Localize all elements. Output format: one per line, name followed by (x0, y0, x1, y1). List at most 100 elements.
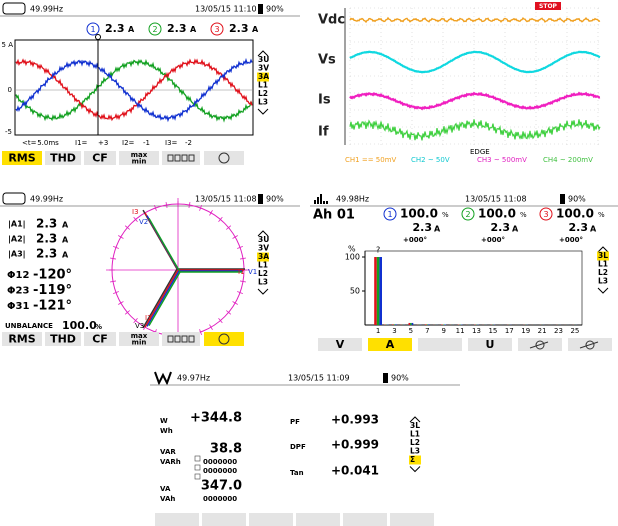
unbalance-unit: % (95, 323, 102, 331)
current-label: |A2| (8, 235, 26, 244)
tab-label: min (132, 158, 147, 166)
harmonic-bar (409, 323, 411, 325)
channel-phase: +000° (559, 236, 583, 244)
row-label: VARh (160, 458, 181, 466)
row-label: VA (160, 485, 171, 493)
channel-unit: A (512, 225, 519, 234)
channel-value: 2.3 (569, 221, 589, 234)
harmonic-bar (441, 324, 443, 325)
tab[interactable] (155, 513, 199, 526)
background (0, 0, 618, 526)
factor-label: PF (290, 418, 300, 426)
side-menu-item: L3 (258, 98, 268, 107)
y-tick-label: 100 (345, 253, 360, 262)
channel-percent: 100.0 (556, 207, 594, 221)
harmonic-bar (412, 323, 414, 325)
phase-value: -120° (33, 268, 72, 283)
row-value: 38.8 (210, 442, 242, 457)
trace-label: Is (318, 93, 331, 108)
harmonic-bar (425, 324, 427, 325)
channel-phase: +000° (481, 236, 505, 244)
current-label: |A1| (8, 220, 26, 229)
vector-label: V2 (139, 218, 148, 226)
factor-value: +0.993 (331, 413, 379, 427)
current-unit: A (62, 251, 69, 260)
channel-setting: CH2 ~ 50V (411, 156, 450, 164)
channel-num: 3 (543, 210, 548, 219)
battery: 90% (266, 195, 284, 204)
frequency: 49.97Hz (177, 374, 210, 383)
channel-value: 2.3 (167, 22, 187, 35)
tab[interactable] (390, 513, 434, 526)
tab-label: THD (50, 333, 76, 346)
channel-setting: CH3 ~ 500mV (477, 156, 527, 164)
title: Ah 01 (313, 208, 355, 223)
channel-setting: CH1 == 50mV (345, 156, 397, 164)
tab[interactable] (249, 513, 293, 526)
row-label: VAh (160, 495, 175, 503)
tab-label: A (386, 338, 395, 351)
channel-value: 2.3 (105, 22, 125, 35)
tab[interactable] (418, 338, 462, 351)
channel-percent-unit: % (442, 211, 449, 219)
y-label: 0 (8, 86, 12, 94)
tab[interactable] (202, 513, 246, 526)
channel-percent-unit: % (520, 211, 527, 219)
channel-unit: A (590, 225, 597, 234)
side-menu-item: L3 (598, 277, 608, 286)
unbalance-value: 100.0 (62, 319, 97, 332)
tab-label: CF (92, 152, 108, 165)
channel-value: 2.3 (413, 221, 433, 234)
tab-label: min (132, 339, 147, 347)
cursor-readout: I3= (165, 139, 178, 147)
battery: 90% (266, 5, 284, 14)
phase-value: -119° (33, 283, 72, 298)
x-tick-label: 3 (392, 327, 396, 335)
x-tick-label: 15 (488, 327, 497, 335)
x-tick-label: 13 (472, 327, 481, 335)
current-label: |A3| (8, 250, 26, 259)
channel-value: 2.3 (229, 22, 249, 35)
battery: 90% (391, 374, 409, 383)
channel-unit: A (128, 25, 135, 34)
x-tick-label: 21 (538, 327, 547, 335)
channel-unit: A (252, 25, 259, 34)
tab-label: THD (50, 152, 76, 165)
channel-unit: A (434, 225, 441, 234)
row-label: W (160, 417, 168, 425)
x-tick-label: 9 (441, 327, 445, 335)
trace-label: If (318, 125, 329, 140)
datetime: 13/05/15 11:08 (195, 195, 257, 204)
vector-label: I1 (238, 268, 245, 276)
tab[interactable] (343, 513, 387, 526)
row-counter: 0000000 (203, 467, 237, 475)
channel-unit: A (190, 25, 197, 34)
harmonic-bar (379, 257, 382, 325)
channel-num: 2 (465, 210, 470, 219)
tab[interactable] (296, 513, 340, 526)
phase-label: Φ23 (7, 286, 29, 297)
harmonic-bar (394, 324, 396, 325)
row-counter: 0000000 (203, 495, 237, 503)
channel-percent: 100.0 (478, 207, 516, 221)
frequency: 49.99Hz (30, 5, 63, 14)
row-value: +344.8 (190, 411, 242, 426)
channel-setting: CH4 ~ 200mV (543, 156, 593, 164)
x-tick-label: 25 (570, 327, 579, 335)
battery: 90% (568, 195, 586, 204)
datetime: 13/05/15 11:08 (465, 195, 527, 204)
current-unit: A (62, 236, 69, 245)
channel-phase: +000° (403, 236, 427, 244)
screens: 49.99Hz13/05/15 11:1090%12.3A22.3A32.3A5… (0, 0, 618, 526)
vector-label: V3 (135, 322, 144, 330)
side-menu-item: Σ (410, 455, 415, 464)
cursor-readout: <t= (22, 139, 37, 147)
phase-label: Φ31 (7, 301, 29, 312)
harmonic-bar (410, 323, 412, 325)
phase-label: Φ12 (7, 270, 29, 281)
factor-label: Tan (290, 469, 304, 477)
harmonic-icon (323, 201, 325, 204)
factor-label: DPF (290, 443, 306, 451)
y-label: -5 (5, 128, 12, 136)
harmonic-bar (374, 257, 377, 325)
